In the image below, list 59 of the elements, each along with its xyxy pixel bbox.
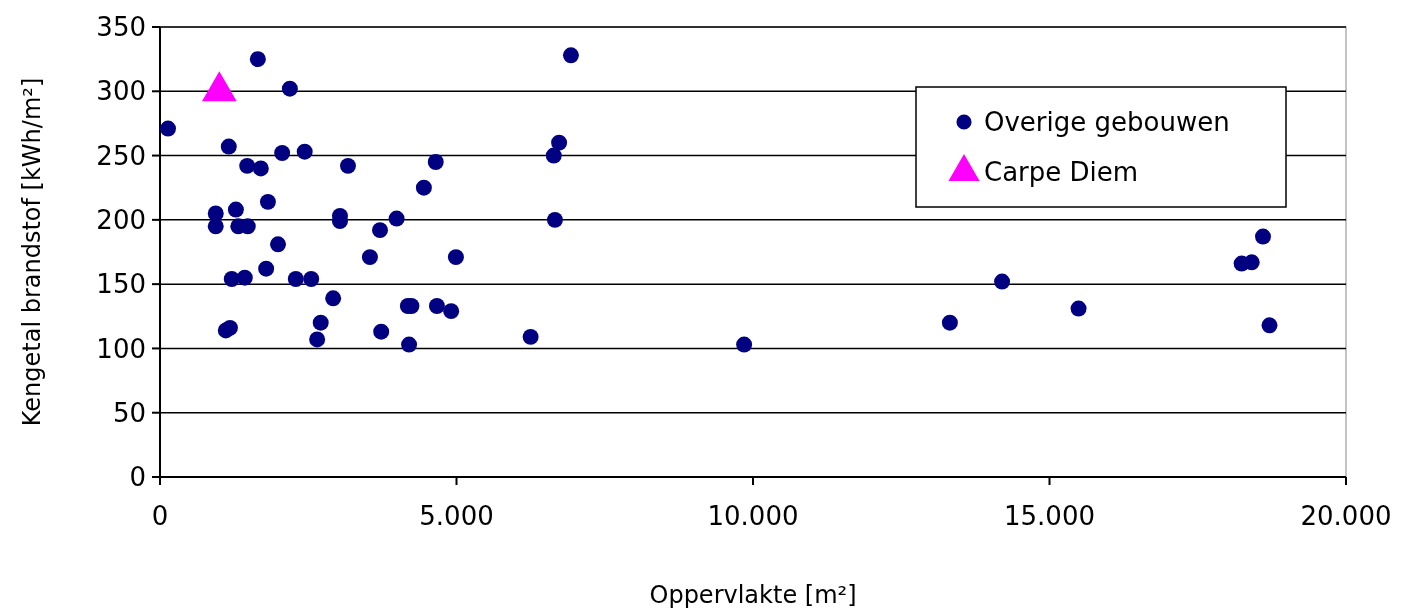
y-tick-label: 300 <box>96 76 146 107</box>
legend-label: Overige gebouwen <box>984 107 1230 138</box>
y-tick-label: 150 <box>96 269 146 300</box>
point <box>372 222 388 239</box>
point <box>388 210 405 227</box>
point <box>259 193 276 210</box>
point <box>562 47 579 64</box>
y-tick-label: 100 <box>96 333 146 364</box>
point <box>325 290 342 307</box>
point <box>258 260 275 277</box>
point <box>361 249 378 266</box>
point <box>207 218 224 235</box>
x-tick-label: 10.000 <box>707 501 799 531</box>
y-axis-title: Kengetal brandstof [kWh/m²] <box>18 77 46 427</box>
point <box>296 143 313 160</box>
point <box>415 179 432 196</box>
point <box>546 211 563 228</box>
point <box>274 145 291 161</box>
point <box>239 157 256 174</box>
point <box>340 157 356 174</box>
point <box>545 147 562 164</box>
x-tick-label: 5.000 <box>419 501 494 531</box>
point <box>1261 317 1278 334</box>
point <box>303 271 320 287</box>
y-tick-label: 0 <box>129 462 146 493</box>
x-axis-title: Oppervlakte [m²] <box>649 581 857 609</box>
point <box>736 336 753 353</box>
point <box>373 323 390 340</box>
point <box>287 271 304 287</box>
point <box>236 269 253 286</box>
x-tick-label: 20.000 <box>1300 501 1392 531</box>
point <box>270 236 286 253</box>
y-tick-label: 250 <box>96 140 146 171</box>
point <box>312 314 329 331</box>
point <box>220 138 237 155</box>
y-tick-label: 350 <box>96 12 146 43</box>
x-tick-label: 0 <box>151 501 169 531</box>
legend-label: Carpe Diem <box>984 157 1139 188</box>
x-tick-label: 15.000 <box>1004 501 1095 531</box>
point <box>281 80 298 97</box>
point <box>227 201 244 218</box>
point <box>1255 228 1271 245</box>
point <box>447 249 464 266</box>
point <box>401 336 418 353</box>
point <box>309 331 326 348</box>
point <box>522 328 539 345</box>
y-tick-label: 50 <box>112 397 146 428</box>
y-tick-label: 200 <box>96 204 146 235</box>
point <box>252 160 269 177</box>
point <box>551 134 568 151</box>
point <box>249 51 266 68</box>
point <box>427 154 444 170</box>
point <box>221 319 238 336</box>
point <box>428 298 445 314</box>
point <box>160 120 176 137</box>
point <box>994 273 1011 290</box>
point <box>443 303 460 320</box>
point <box>941 314 958 331</box>
point <box>1070 300 1087 317</box>
